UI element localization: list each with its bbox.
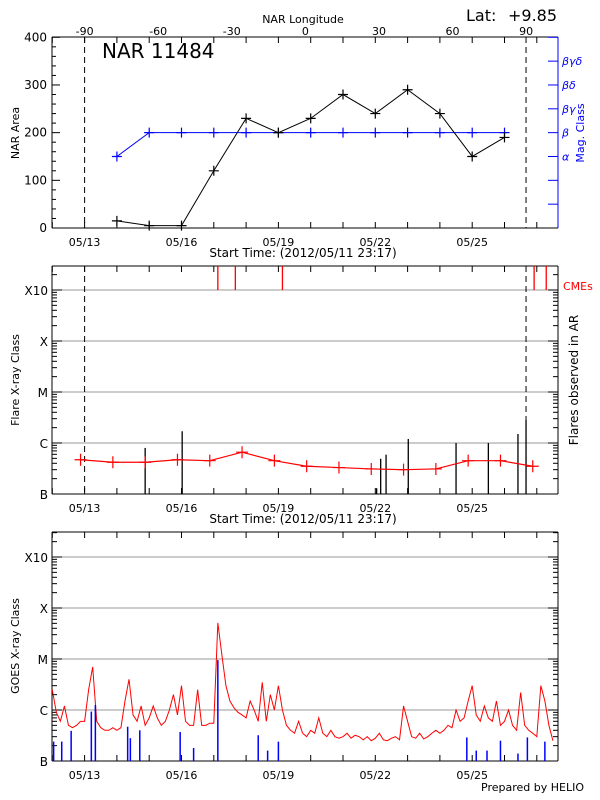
data-point bbox=[111, 151, 122, 162]
top-axis-tick-label: 90 bbox=[519, 25, 533, 38]
data-point bbox=[203, 454, 216, 467]
goes-long-channel-line bbox=[51, 622, 554, 742]
data-point bbox=[499, 132, 510, 143]
y-tick-label: 200 bbox=[24, 126, 47, 140]
data-point bbox=[402, 84, 413, 95]
x-tick-label: 05/13 bbox=[69, 769, 101, 782]
data-point bbox=[429, 462, 442, 475]
y-tick-label: X10 bbox=[25, 284, 49, 298]
top-axis-tick-label: 0 bbox=[302, 25, 309, 38]
data-point bbox=[241, 113, 252, 124]
top-axis-label: NAR Longitude bbox=[262, 13, 344, 26]
y-tick-label: B bbox=[40, 755, 48, 769]
data-point bbox=[111, 215, 122, 226]
data-point bbox=[171, 453, 184, 466]
lat-value: +9.85 bbox=[508, 6, 557, 25]
panel2-y2label: Flares observed in AR bbox=[567, 315, 581, 445]
data-point bbox=[241, 127, 252, 138]
y-tick-label: M bbox=[38, 653, 48, 667]
data-point bbox=[144, 127, 155, 138]
data-point bbox=[176, 220, 187, 231]
data-point bbox=[467, 127, 478, 138]
panel3-ylabel: GOES X-ray Class bbox=[9, 598, 22, 694]
x-tick-label: 05/25 bbox=[456, 236, 488, 249]
y-tick-label: X bbox=[40, 335, 48, 349]
data-point bbox=[494, 454, 507, 467]
y-tick-label: M bbox=[38, 386, 48, 400]
y2-tick-label: α bbox=[562, 150, 570, 163]
panel2-xlabel: Start Time: (2012/05/11 23:17) bbox=[209, 512, 396, 526]
y-tick-label: 300 bbox=[24, 78, 47, 92]
data-point bbox=[300, 460, 313, 473]
x-tick-label: 05/13 bbox=[69, 236, 101, 249]
panel1-title: NAR 11484 bbox=[102, 39, 215, 63]
x-tick-label: 05/22 bbox=[359, 502, 391, 515]
y-tick-label: C bbox=[40, 704, 48, 718]
data-point bbox=[338, 89, 348, 100]
area-line bbox=[116, 89, 505, 227]
y-tick-label: X bbox=[40, 602, 48, 616]
data-point bbox=[144, 220, 155, 231]
y-tick-label: 0 bbox=[39, 221, 47, 235]
y-tick-label: C bbox=[40, 437, 48, 451]
data-point bbox=[434, 108, 445, 119]
data-point bbox=[176, 127, 187, 138]
top-axis-tick-label: -90 bbox=[76, 25, 94, 38]
panel1-ylabel: NAR Area bbox=[9, 107, 22, 159]
data-point bbox=[332, 461, 345, 474]
panel2-ylabel: Flare X-ray Class bbox=[9, 334, 22, 426]
x-tick-label: 05/19 bbox=[263, 502, 295, 515]
panel1-y2label: Mag. Class bbox=[574, 103, 587, 162]
y2-tick-label: βγ bbox=[561, 103, 576, 116]
panel1-xlabel: Start Time: (2012/05/11 23:17) bbox=[209, 246, 396, 260]
y-tick-label: 400 bbox=[24, 30, 47, 44]
data-point bbox=[365, 462, 378, 475]
data-point bbox=[208, 127, 219, 138]
y2-tick-label: β bbox=[561, 127, 569, 140]
data-point bbox=[370, 127, 381, 138]
data-point bbox=[305, 127, 316, 138]
top-axis-tick-label: -30 bbox=[223, 25, 241, 38]
x-tick-label: 05/16 bbox=[166, 502, 198, 515]
data-point bbox=[370, 108, 381, 119]
data-point bbox=[434, 127, 445, 138]
data-point bbox=[338, 127, 348, 138]
data-point bbox=[526, 460, 539, 473]
y2-tick-label: βδ bbox=[561, 79, 576, 92]
cme-label: CMEs bbox=[563, 280, 593, 293]
top-axis-tick-label: 30 bbox=[372, 25, 386, 38]
data-point bbox=[208, 165, 219, 176]
y-tick-label: 100 bbox=[24, 173, 47, 187]
data-point bbox=[236, 446, 249, 459]
data-point bbox=[467, 151, 478, 162]
data-point bbox=[462, 454, 475, 467]
data-point bbox=[397, 463, 410, 476]
x-tick-label: 05/16 bbox=[166, 236, 198, 249]
y-tick-label: B bbox=[40, 488, 48, 502]
data-point bbox=[305, 113, 316, 124]
x-tick-label: 05/25 bbox=[456, 502, 488, 515]
x-tick-label: 05/13 bbox=[69, 502, 101, 515]
top-axis-tick-label: -60 bbox=[149, 25, 167, 38]
x-tick-label: 05/22 bbox=[359, 236, 391, 249]
data-point bbox=[74, 453, 87, 466]
y2-tick-label: βγδ bbox=[561, 55, 583, 68]
data-point bbox=[268, 454, 281, 467]
x-tick-label: 05/19 bbox=[263, 769, 295, 782]
x-tick-label: 05/16 bbox=[166, 769, 198, 782]
data-point bbox=[402, 127, 413, 138]
footer-credit: Prepared by HELIO bbox=[481, 781, 584, 794]
data-point bbox=[139, 456, 152, 469]
data-point bbox=[106, 456, 119, 469]
x-tick-label: 05/19 bbox=[263, 236, 295, 249]
y-tick-label: X10 bbox=[25, 551, 49, 565]
lat-label: Lat: bbox=[466, 6, 496, 25]
top-axis-tick-label: 60 bbox=[446, 25, 460, 38]
x-tick-label: 05/25 bbox=[456, 769, 488, 782]
x-tick-label: 05/22 bbox=[359, 769, 391, 782]
data-point bbox=[273, 127, 284, 138]
